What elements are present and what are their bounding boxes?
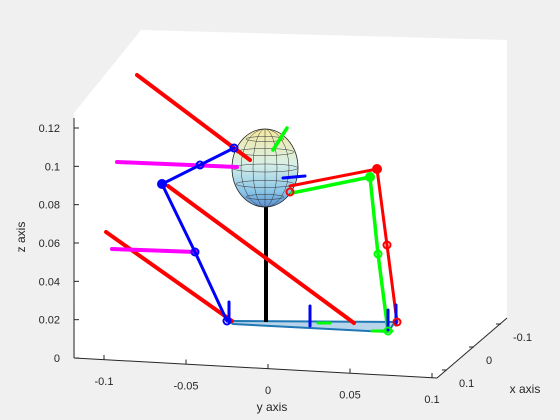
z-axis-label: z axis [14,222,28,253]
joint-green-2 [373,249,383,259]
z-tick-label-6: 0.12 [39,123,60,135]
red-link-diagonal [166,184,356,325]
blue-link-head [281,174,307,180]
y-tick-label-3: 0.05 [339,390,360,402]
axes-background [74,30,507,378]
z-tick-label-3: 0.06 [39,238,60,250]
joint-blue-4 [222,316,232,326]
x-tick-label-2: 0.1 [459,378,474,390]
axis-ticks [74,127,501,378]
z-tick-label-1: 0.02 [39,315,60,327]
joint-green-1 [365,172,375,182]
red-link-lower [104,230,234,323]
x-tick-label-1: 0 [486,355,492,367]
joint-blue-5 [229,143,239,153]
joint-red-1 [372,164,382,174]
z-tick-label-4: 0.08 [39,200,60,212]
joints [157,143,402,336]
joint-green-3 [383,326,393,336]
y-tick-label-2: 0 [265,385,271,397]
joint-red-4 [285,187,295,197]
joint-red-3 [392,317,402,327]
joint-blue-2 [195,160,205,170]
z-tick-label-0: 0 [54,353,60,365]
green-leg-right [290,174,390,333]
x-tick-label-0: -0.1 [513,332,532,344]
y-tick-label-0: -0.1 [95,376,114,388]
x-axis-line [436,317,508,379]
axis-lines [73,118,508,379]
y-axis-label: y axis [257,400,288,414]
z-tick-label-5: 0.1 [45,161,60,173]
joint-blue-1 [157,179,167,189]
magenta-link-lower [110,247,198,254]
magenta-link-upper [115,160,239,169]
y-tick-label-1: -0.05 [173,381,198,393]
x-axis-label: x axis [510,382,541,396]
red-leg-right [288,167,399,324]
green-link-head [271,126,289,152]
axis-tick-labels: 0 0.02 0.04 0.06 0.08 0.1 0.12 -0.1 -0.05 0 0.05 0.… [39,123,532,406]
y-axis-line [73,357,438,379]
y-tick-label-4: 0.1 [424,394,439,406]
joint-blue-3 [190,247,200,257]
joint-red-2 [382,240,392,250]
z-tick-label-2: 0.04 [39,276,60,288]
